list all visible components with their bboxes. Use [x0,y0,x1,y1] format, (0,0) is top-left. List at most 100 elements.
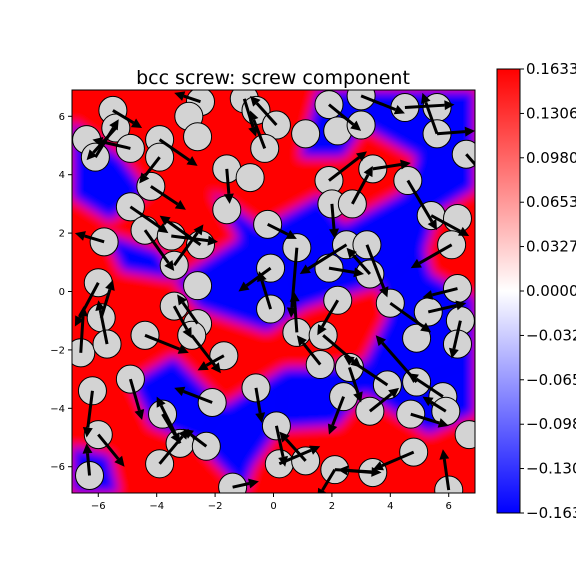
arrow-shaft [266,222,289,236]
displacement-arrow [368,387,400,413]
displacement-arrow [372,159,411,171]
displacement-arrow [328,266,365,278]
displacement-arrow [317,299,340,336]
displacement-arrow [328,151,367,182]
arrow-shaft [328,156,360,182]
field-region [110,425,245,493]
arrow-head [186,156,198,166]
arrow-head [296,335,308,347]
arrow-shaft [172,231,199,267]
displacement-arrow [329,203,339,239]
colorbar-tick-label: −0.0653 [526,371,576,389]
x-tick-label: −2 [208,501,223,512]
arrow-shaft [406,179,434,223]
y-tick-label: −2 [50,345,65,356]
arrow-head [78,306,89,317]
arrow-head [139,172,150,184]
arrow-shaft [465,153,475,167]
arrow-head [82,426,93,438]
atom-marker [451,139,475,169]
field-region [147,157,321,228]
arrow-shaft [190,334,217,367]
displacement-arrow [158,138,198,166]
arrow-shaft [352,254,371,275]
arrow-shaft [158,138,191,162]
arrow-head [210,362,221,374]
displacement-arrow [144,333,189,354]
displacement-arrow [427,300,467,314]
arrow-head [223,193,234,204]
arrow-shaft [97,433,120,460]
displacement-arrow [82,390,94,438]
arrow-head [372,461,384,471]
atom-marker [92,329,122,359]
arrow-shaft [424,101,439,135]
arrow-shaft [143,229,170,264]
atom-marker [291,119,321,149]
arrow-head [174,91,186,101]
displacement-arrow [174,91,201,104]
arrow-shaft [436,130,466,136]
arrow-head [164,260,175,272]
displacement-arrow [406,179,438,231]
displacement-arrow [317,468,337,493]
arrow-head [74,231,86,241]
arrow-head [248,478,259,489]
arrow-shaft [321,468,337,492]
x-tick-label: 6 [446,501,452,512]
displacement-arrow [421,92,439,135]
displacement-arrow [95,300,109,345]
arrow-head [159,215,171,226]
displacement-arrow [465,153,475,167]
arrow-head [379,286,389,298]
arrow-shaft [351,174,370,205]
arrow-head [317,324,327,336]
arrow-shaft [86,390,94,428]
atom-marker [454,420,475,450]
arrow-head [439,449,450,460]
arrow-head [407,373,419,383]
displacement-arrow [74,231,105,244]
displacement-arrow [422,287,458,300]
arrow-head [353,391,363,403]
arrow-shaft [159,404,182,445]
displacement-arrow [360,94,405,115]
x-tick-label: −4 [149,501,164,512]
arrow-head [455,300,467,311]
colorbar-tick-label: 0.0327 [526,238,576,256]
arrow-head [422,290,434,300]
displacement-arrow [159,215,202,246]
displacement-arrow [139,156,161,184]
arrow-shaft [232,482,250,489]
displacement-arrow [289,291,300,333]
arrow-head [363,165,373,178]
arrow-head [74,315,85,327]
arrow-shaft [278,448,312,466]
arrow-shaft [410,412,440,425]
colorbar-tick-label: 0.0000 [526,282,576,300]
arrow-head [388,387,400,399]
arrow-shaft [351,360,389,387]
arrow-head [346,247,357,259]
arrow-shaft [260,280,273,310]
displacement-arrow [99,279,115,319]
arrow-shaft [190,433,208,448]
arrow-head [449,347,459,359]
arrow-head [92,137,104,147]
arrow-shaft [331,396,345,426]
arrow-head [255,412,266,423]
arrow-shaft [415,377,444,398]
displacement-arrow [242,98,258,137]
arrow-shaft [112,109,135,125]
chart-title: bcc screw: screw component [136,67,410,89]
arrow-head [177,294,187,306]
displacement-arrow [92,137,131,150]
atom-marker [402,323,432,353]
displacement-arrow [266,222,297,239]
colorbar-tick-label: 0.0980 [526,149,576,167]
arrow-head [410,258,422,269]
arrow-shaft [128,378,141,411]
atom-marker [183,271,213,301]
displacement-arrow [407,373,444,398]
displacement-arrow [128,378,145,420]
